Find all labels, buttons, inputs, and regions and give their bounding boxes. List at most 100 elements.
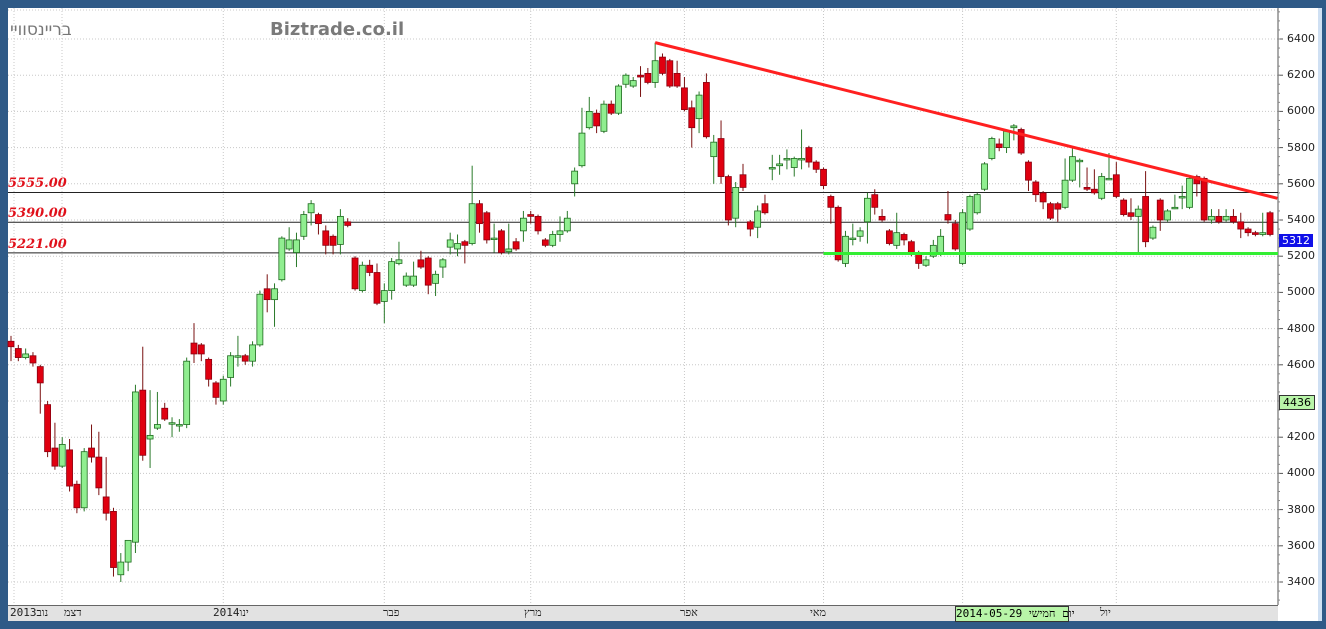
candle-body xyxy=(959,212,966,264)
candle-body xyxy=(476,203,483,225)
candle-body xyxy=(688,107,696,129)
candle-body xyxy=(724,176,732,221)
x-tick-label: מרץ xyxy=(524,606,542,619)
candle-body xyxy=(1134,208,1142,217)
candle-body xyxy=(732,187,740,219)
x-tick-label: פבר xyxy=(383,606,400,619)
candle-body xyxy=(417,259,425,268)
y-tick-label: 5000 xyxy=(1287,285,1315,299)
candle-body xyxy=(1039,192,1047,203)
candle-body xyxy=(585,111,593,129)
candle-body xyxy=(446,239,454,248)
candle-body xyxy=(783,158,791,161)
candle-body xyxy=(183,360,191,425)
candle-body xyxy=(607,103,615,114)
y-tick-label: 6200 xyxy=(1287,68,1315,82)
resistance-trendline xyxy=(654,41,1278,200)
candle-body xyxy=(432,273,439,284)
candle-body xyxy=(307,203,315,214)
candle-body xyxy=(102,496,110,514)
candle-body xyxy=(1127,212,1135,217)
crosshair-price-label: 5312 xyxy=(1279,234,1313,247)
watermark-hebrew: בריינסוויי xyxy=(10,20,72,40)
candle-body xyxy=(424,257,432,286)
level-label: 5390.00 xyxy=(8,206,67,221)
candle-body xyxy=(637,74,644,78)
candle-body xyxy=(315,214,322,225)
candle-body xyxy=(1178,196,1186,199)
candle-body xyxy=(322,230,330,246)
candle-body xyxy=(1142,196,1149,243)
candle-body xyxy=(490,237,498,241)
candle-body xyxy=(44,404,51,453)
x-tick-label: יול xyxy=(1100,606,1111,619)
candle-body xyxy=(293,239,300,253)
candle-body xyxy=(1156,199,1164,221)
candle-body xyxy=(197,344,205,355)
candle-body xyxy=(541,239,549,246)
y-tick-label: 4800 xyxy=(1287,321,1315,335)
candle-body xyxy=(505,248,513,253)
candle-body xyxy=(256,293,264,346)
candle-body xyxy=(1047,203,1054,219)
candle-body xyxy=(219,378,227,402)
candle-body xyxy=(1120,199,1128,215)
candle-body xyxy=(1259,232,1267,235)
candle-body xyxy=(578,132,586,167)
candle-body xyxy=(1244,228,1252,234)
candle-body xyxy=(22,353,30,358)
candle-body xyxy=(659,56,666,74)
candle-body xyxy=(593,112,600,127)
candle-body xyxy=(388,261,396,291)
candle-body xyxy=(278,237,286,281)
y-tick-label: 3600 xyxy=(1287,538,1315,552)
candle-body xyxy=(1105,177,1113,181)
candle-body xyxy=(717,138,725,177)
watermark-site: Biztrade.co.il xyxy=(270,19,405,40)
candle-body xyxy=(241,355,249,362)
candle-body xyxy=(673,72,681,87)
candle-body xyxy=(329,235,337,246)
candle-body xyxy=(798,158,805,161)
candle-body xyxy=(1112,174,1120,197)
candle-body xyxy=(527,214,535,217)
x-tick-label: 2013נוב xyxy=(10,606,49,619)
candle-body xyxy=(805,147,813,163)
candle-body xyxy=(410,275,418,286)
candle-body xyxy=(29,355,37,364)
candle-body xyxy=(622,74,630,85)
candle-body xyxy=(285,239,293,250)
candle-body xyxy=(380,290,388,302)
candle-body xyxy=(146,434,154,440)
candle-body xyxy=(234,355,242,358)
level-label: 5221.00 xyxy=(8,237,67,252)
candle-body xyxy=(168,422,176,425)
candle-body xyxy=(1032,181,1040,196)
candle-body xyxy=(893,232,901,246)
y-tick-label: 5400 xyxy=(1287,213,1315,226)
candle-body xyxy=(132,391,139,543)
candle-body xyxy=(454,243,461,250)
candle-body xyxy=(556,230,564,235)
candle-body xyxy=(402,275,410,286)
candle-body xyxy=(827,196,835,208)
candle-body xyxy=(520,217,527,232)
candle-body xyxy=(615,85,622,114)
x-axis xyxy=(8,605,1278,621)
candle-body xyxy=(73,483,81,509)
candle-body xyxy=(886,230,893,244)
candle-body xyxy=(812,161,820,170)
candle-body xyxy=(80,451,88,509)
candle-body xyxy=(124,539,132,563)
x-tick-label: 2014ינו xyxy=(213,606,249,619)
y-tick-label: 4600 xyxy=(1287,357,1315,371)
candle-body xyxy=(1186,177,1193,208)
candle-body xyxy=(88,447,95,458)
scrollbar[interactable] xyxy=(1318,8,1322,621)
level-label: 5555.00 xyxy=(8,176,67,191)
candle-body xyxy=(644,72,652,83)
x-tick-label: אפר xyxy=(680,606,698,619)
candle-body xyxy=(468,203,476,244)
candle-body xyxy=(461,241,469,246)
candle-body xyxy=(1010,125,1018,129)
